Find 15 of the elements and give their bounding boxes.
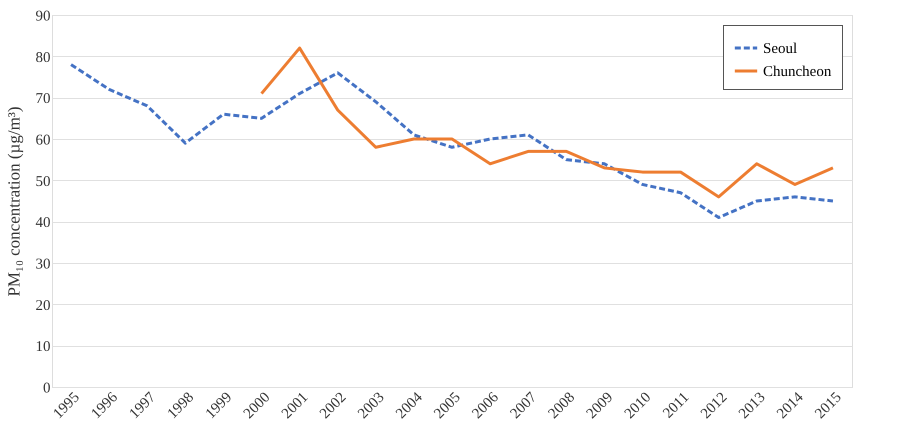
y-tick-label: 70 [36, 91, 50, 108]
y-tick-label: 60 [36, 132, 50, 148]
y-tick-label: 90 [36, 8, 50, 24]
y-tick-label: 10 [36, 339, 50, 356]
y-tick-label: 50 [36, 174, 50, 190]
legend-label: Chuncheon [763, 64, 832, 80]
line-series [70, 63, 834, 220]
y-tick-label: 80 [36, 50, 50, 66]
y-axis-title: PM₁₀ concentration (µg/m³) [4, 106, 24, 297]
y-tick-label: 0 [43, 380, 50, 396]
y-tick-label: 40 [36, 215, 50, 232]
y-tick-label: 30 [36, 256, 50, 272]
y-tick-label: 20 [36, 298, 50, 314]
x-tick-label: 2011 [660, 390, 692, 422]
legend-label: Seoul [763, 41, 798, 57]
